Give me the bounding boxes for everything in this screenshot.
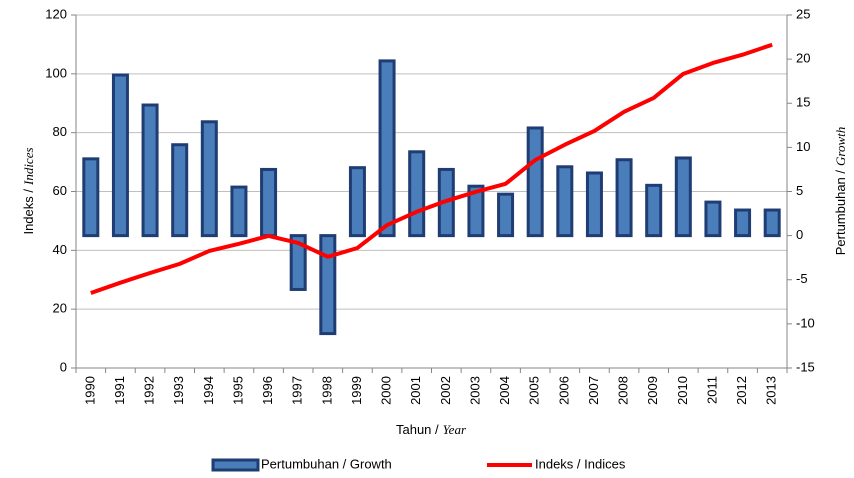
x-axis-label: Tahun / Year (396, 422, 467, 437)
y-tick-label: 0 (60, 359, 67, 374)
x-tick-label: 1994 (201, 376, 216, 405)
bar (556, 165, 574, 238)
x-tick-label: 1993 (171, 376, 186, 405)
y2-label-italic: Growth (833, 127, 848, 166)
y2-tick-label: 10 (796, 139, 810, 154)
y2-tick-label: -15 (796, 359, 815, 374)
x-tick-label: 2003 (467, 376, 482, 405)
y2-tick-label: -10 (796, 315, 815, 330)
bar (467, 184, 485, 238)
x-tick-label: 2009 (645, 376, 660, 405)
x-tick-label: 2008 (616, 376, 631, 405)
x-tick-label: 1997 (290, 376, 305, 405)
y-tick-label: 40 (53, 242, 67, 257)
y2-tick-label: 15 (796, 95, 810, 110)
x-tick-label: 2002 (438, 376, 453, 405)
x-tick-label: 2012 (734, 376, 749, 405)
y2-tick-label: 20 (796, 51, 810, 66)
x-tick-label: 2011 (704, 376, 719, 404)
y-tick-label: 20 (53, 301, 67, 316)
bar (585, 171, 603, 238)
y-tick-label: 60 (53, 183, 67, 198)
legend-label: Pertumbuhan / Growth (261, 456, 392, 471)
x-tick-label: 2013 (764, 376, 779, 405)
bar (171, 143, 189, 238)
bar (378, 59, 396, 238)
x-tick-label: 1996 (260, 376, 275, 405)
bar (260, 167, 278, 238)
y2-axis-label: Pertumbuhan / Growth (833, 127, 848, 256)
x-tick-label: 2004 (497, 376, 512, 405)
bar (615, 158, 633, 238)
bar (348, 166, 366, 238)
bar (200, 120, 218, 238)
y2-tick-label: -5 (796, 271, 808, 286)
x-tick-label: 1999 (349, 376, 364, 405)
bar (497, 192, 515, 238)
y2-tick-label: 5 (796, 183, 803, 198)
legend-swatch (211, 458, 260, 472)
x-tick-label: 1990 (82, 376, 97, 405)
x-tick-label: 2001 (408, 376, 423, 405)
y2-tick-label: 25 (796, 6, 810, 21)
x-tick-label: 1995 (230, 376, 245, 405)
x-tick-label: 1998 (319, 376, 334, 405)
bar (526, 126, 544, 238)
x-tick-label: 2005 (527, 376, 542, 405)
bar (674, 156, 692, 238)
x-tick-label: 2007 (586, 376, 601, 405)
bar (230, 185, 248, 238)
y2-label-text: Pertumbuhan / (833, 170, 848, 256)
x-tick-label: 2000 (379, 376, 394, 405)
y-tick-label: 120 (45, 6, 67, 21)
bar (645, 183, 663, 238)
x-tick-label: 2010 (675, 376, 690, 405)
bar (82, 157, 100, 238)
line (90, 42, 773, 295)
bar (408, 150, 426, 238)
bar (319, 234, 337, 336)
y-label-text: Indeks / (21, 189, 36, 235)
bar (111, 73, 129, 238)
y-label-italic: Indices (21, 147, 36, 186)
x-tick-label: 1992 (142, 376, 157, 405)
x-tick-label: 1991 (112, 376, 127, 405)
x-label-text: Tahun / (396, 422, 439, 437)
bar (763, 208, 781, 238)
bar (704, 200, 722, 238)
bar (141, 103, 159, 238)
x-label-italic: Year (443, 422, 467, 437)
bar (289, 234, 307, 291)
y2-tick-label: 0 (796, 227, 803, 242)
y-tick-label: 100 (45, 65, 67, 80)
x-tick-label: 2006 (556, 376, 571, 405)
y-tick-label: 80 (53, 124, 67, 139)
bar (734, 208, 752, 238)
legend-label: Indeks / Indices (535, 456, 626, 471)
y-axis-label: Indeks / Indices (21, 147, 36, 234)
